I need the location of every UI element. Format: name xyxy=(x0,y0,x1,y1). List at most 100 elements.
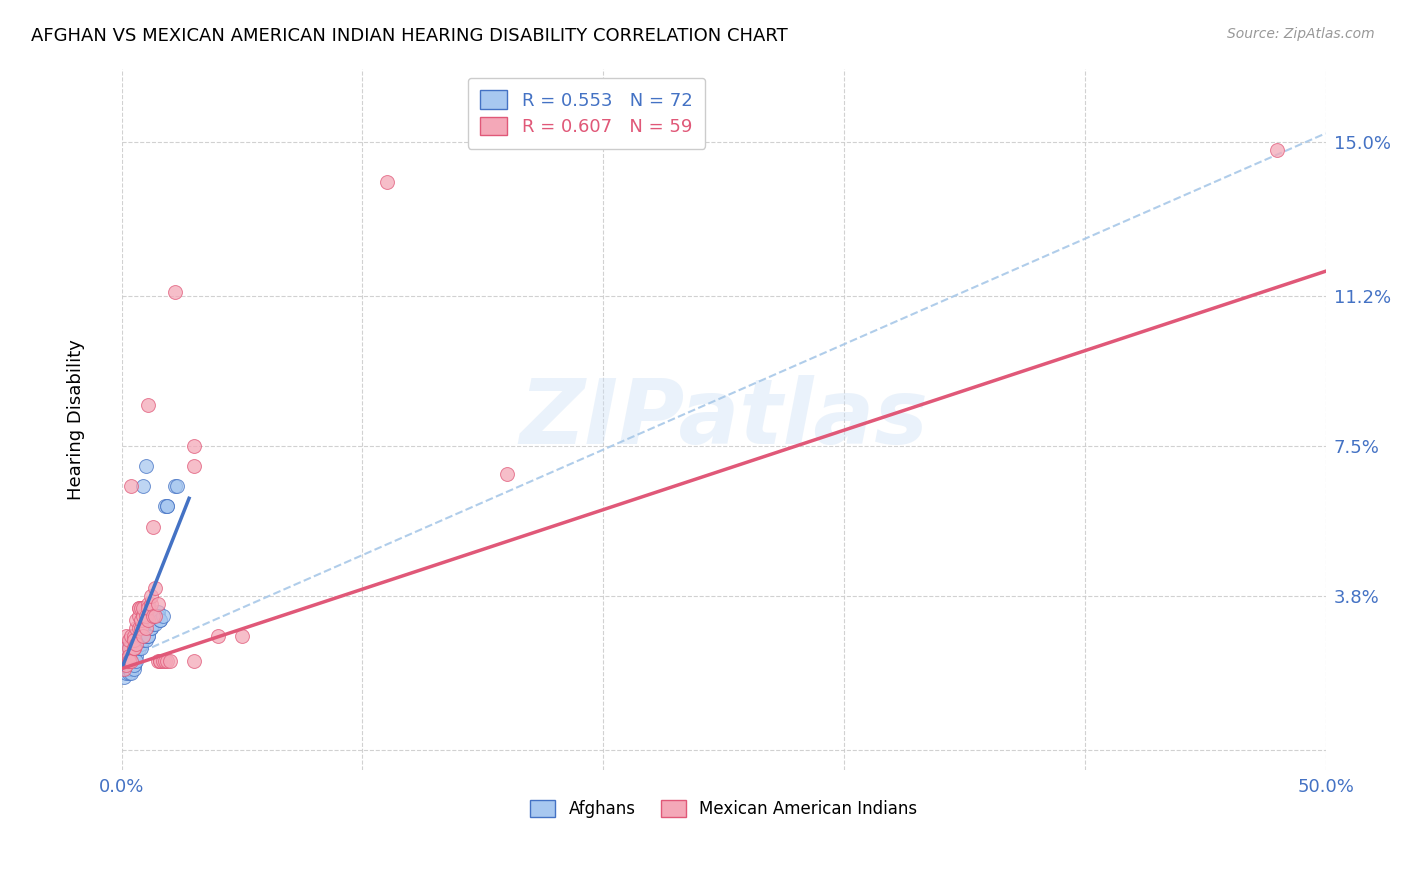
Point xyxy=(115,657,138,672)
Point xyxy=(115,649,138,664)
Point xyxy=(118,649,141,664)
Point xyxy=(143,608,166,623)
Point xyxy=(122,653,145,667)
Point xyxy=(120,665,142,680)
Point xyxy=(120,657,142,672)
Point xyxy=(122,633,145,648)
Point xyxy=(118,649,141,664)
Point xyxy=(129,621,152,635)
Point xyxy=(139,621,162,635)
Point xyxy=(125,613,148,627)
Point xyxy=(122,629,145,643)
Point xyxy=(156,653,179,667)
Point xyxy=(120,645,142,659)
Point xyxy=(153,500,176,514)
Point xyxy=(120,653,142,667)
Point xyxy=(120,653,142,667)
Point xyxy=(143,581,166,595)
Point xyxy=(135,629,157,643)
Point xyxy=(115,657,138,672)
Point xyxy=(149,653,172,667)
Point xyxy=(118,633,141,648)
Point xyxy=(231,629,253,643)
Point xyxy=(142,617,165,632)
Point xyxy=(132,479,155,493)
Point xyxy=(132,629,155,643)
Point xyxy=(125,637,148,651)
Point xyxy=(125,633,148,648)
Point xyxy=(115,629,138,643)
Point xyxy=(118,641,141,656)
Point xyxy=(118,662,141,676)
Point xyxy=(112,662,135,676)
Point xyxy=(118,637,141,651)
Legend: Afghans, Mexican American Indians: Afghans, Mexican American Indians xyxy=(523,793,924,825)
Point xyxy=(159,653,181,667)
Point xyxy=(136,597,159,611)
Point xyxy=(135,621,157,635)
Point xyxy=(129,629,152,643)
Point xyxy=(118,662,141,676)
Point xyxy=(125,641,148,656)
Point xyxy=(129,633,152,648)
Point xyxy=(122,657,145,672)
Point xyxy=(125,649,148,664)
Point xyxy=(128,641,150,656)
Text: ZIPatlas: ZIPatlas xyxy=(519,376,928,463)
Point xyxy=(146,608,169,623)
Point xyxy=(1267,143,1289,157)
Point xyxy=(120,657,142,672)
Point xyxy=(118,653,141,667)
Point xyxy=(139,621,162,635)
Point xyxy=(132,600,155,615)
Point xyxy=(128,637,150,651)
Point xyxy=(152,653,174,667)
Point xyxy=(128,629,150,643)
Point xyxy=(136,629,159,643)
Point xyxy=(128,600,150,615)
Point xyxy=(143,608,166,623)
Point xyxy=(146,597,169,611)
Point xyxy=(118,653,141,667)
Point xyxy=(129,637,152,651)
Point xyxy=(149,613,172,627)
Point xyxy=(122,641,145,656)
Point xyxy=(152,608,174,623)
Point xyxy=(146,605,169,619)
Point xyxy=(125,653,148,667)
Point xyxy=(183,439,205,453)
Point xyxy=(129,641,152,656)
Point xyxy=(120,629,142,643)
Point xyxy=(129,600,152,615)
Point xyxy=(125,621,148,635)
Point xyxy=(120,653,142,667)
Point xyxy=(115,645,138,659)
Point xyxy=(118,653,141,667)
Point xyxy=(122,657,145,672)
Point xyxy=(136,629,159,643)
Point xyxy=(142,519,165,533)
Point xyxy=(122,662,145,676)
Point xyxy=(153,653,176,667)
Point xyxy=(125,641,148,656)
Point xyxy=(166,479,188,493)
Point xyxy=(120,641,142,656)
Point xyxy=(120,662,142,676)
Point xyxy=(132,633,155,648)
Point xyxy=(112,653,135,667)
Point xyxy=(143,617,166,632)
Point xyxy=(129,613,152,627)
Point xyxy=(142,608,165,623)
Point xyxy=(146,653,169,667)
Point xyxy=(115,665,138,680)
Point xyxy=(112,653,135,667)
Point xyxy=(115,641,138,656)
Point xyxy=(135,633,157,648)
Point xyxy=(139,597,162,611)
Point xyxy=(129,621,152,635)
Point xyxy=(136,613,159,627)
Point xyxy=(122,637,145,651)
Point xyxy=(136,398,159,412)
Point xyxy=(115,641,138,656)
Point xyxy=(128,621,150,635)
